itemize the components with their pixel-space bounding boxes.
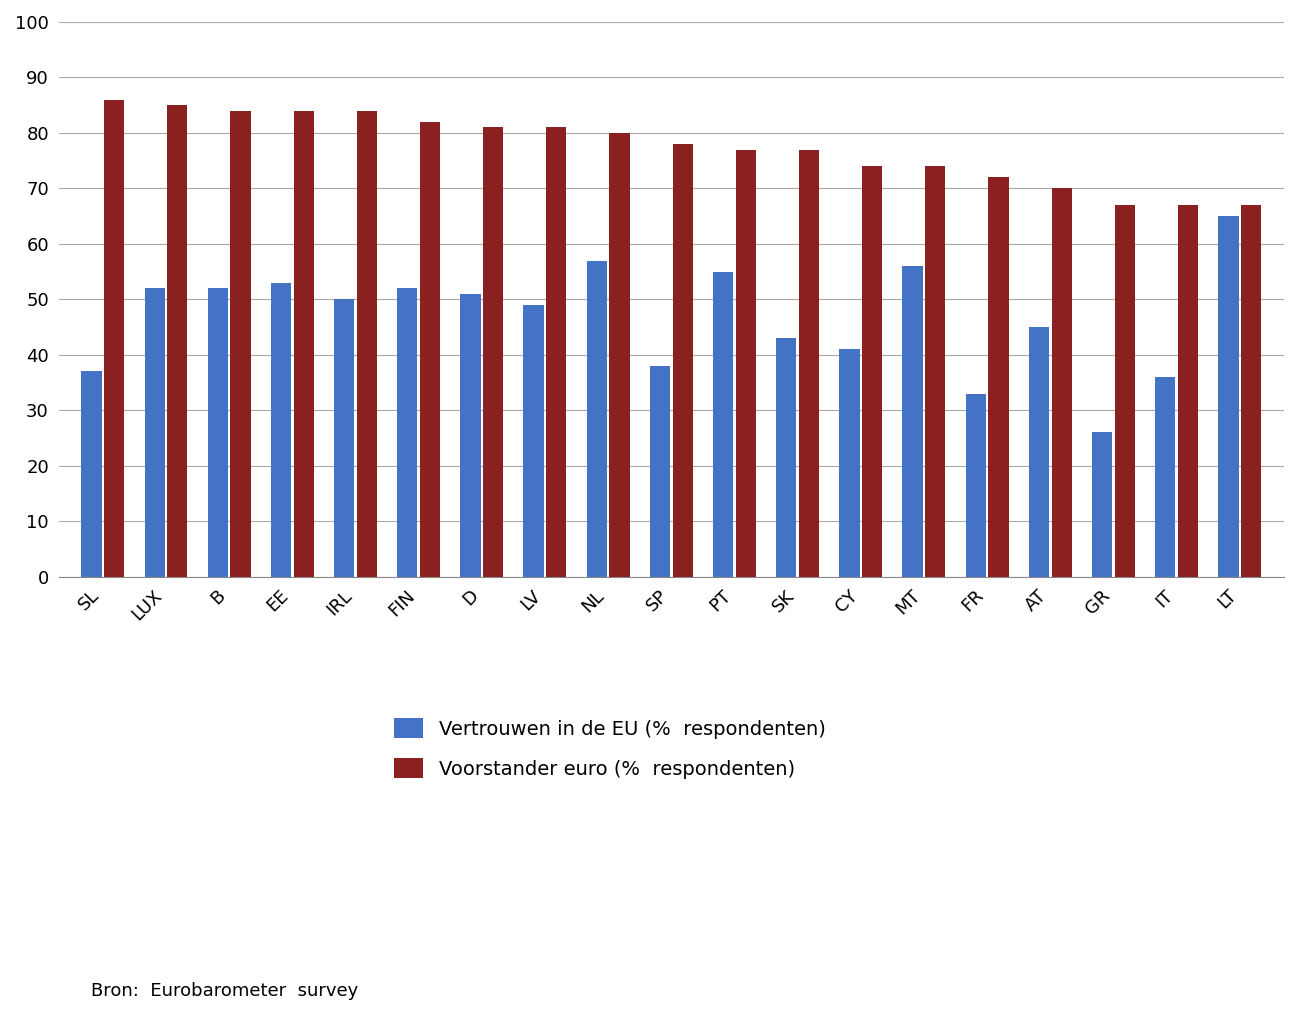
Bar [270,282,291,577]
Bar [777,338,796,577]
Bar [357,111,377,577]
Bar [483,127,503,577]
Bar [397,289,417,577]
Bar [609,133,630,577]
Bar [673,144,692,577]
Bar [460,294,481,577]
Bar [1218,216,1238,577]
Bar [1092,433,1112,577]
Bar [82,372,101,577]
Legend: Vertrouwen in de EU (%  respondenten), Voorstander euro (%  respondenten): Vertrouwen in de EU (% respondenten), Vo… [385,708,835,788]
Bar [1178,205,1198,577]
Bar [547,127,566,577]
Bar [587,260,607,577]
Bar [799,149,820,577]
Bar [1115,205,1135,577]
Bar [925,167,946,577]
Bar [208,289,227,577]
Bar [965,393,986,577]
Bar [650,366,670,577]
Bar [989,178,1008,577]
Bar [420,122,440,577]
Bar [1052,188,1072,577]
Bar [294,111,314,577]
Bar [144,289,165,577]
Bar [839,350,860,577]
Bar [735,149,756,577]
Bar [334,300,355,577]
Bar [523,305,544,577]
Bar [104,100,125,577]
Bar [1155,377,1176,577]
Bar [168,106,187,577]
Bar [1029,327,1050,577]
Bar [903,266,922,577]
Bar [863,167,882,577]
Bar [1241,205,1261,577]
Text: Bron:  Eurobarometer  survey: Bron: Eurobarometer survey [91,981,359,1000]
Bar [230,111,251,577]
Bar [713,271,733,577]
